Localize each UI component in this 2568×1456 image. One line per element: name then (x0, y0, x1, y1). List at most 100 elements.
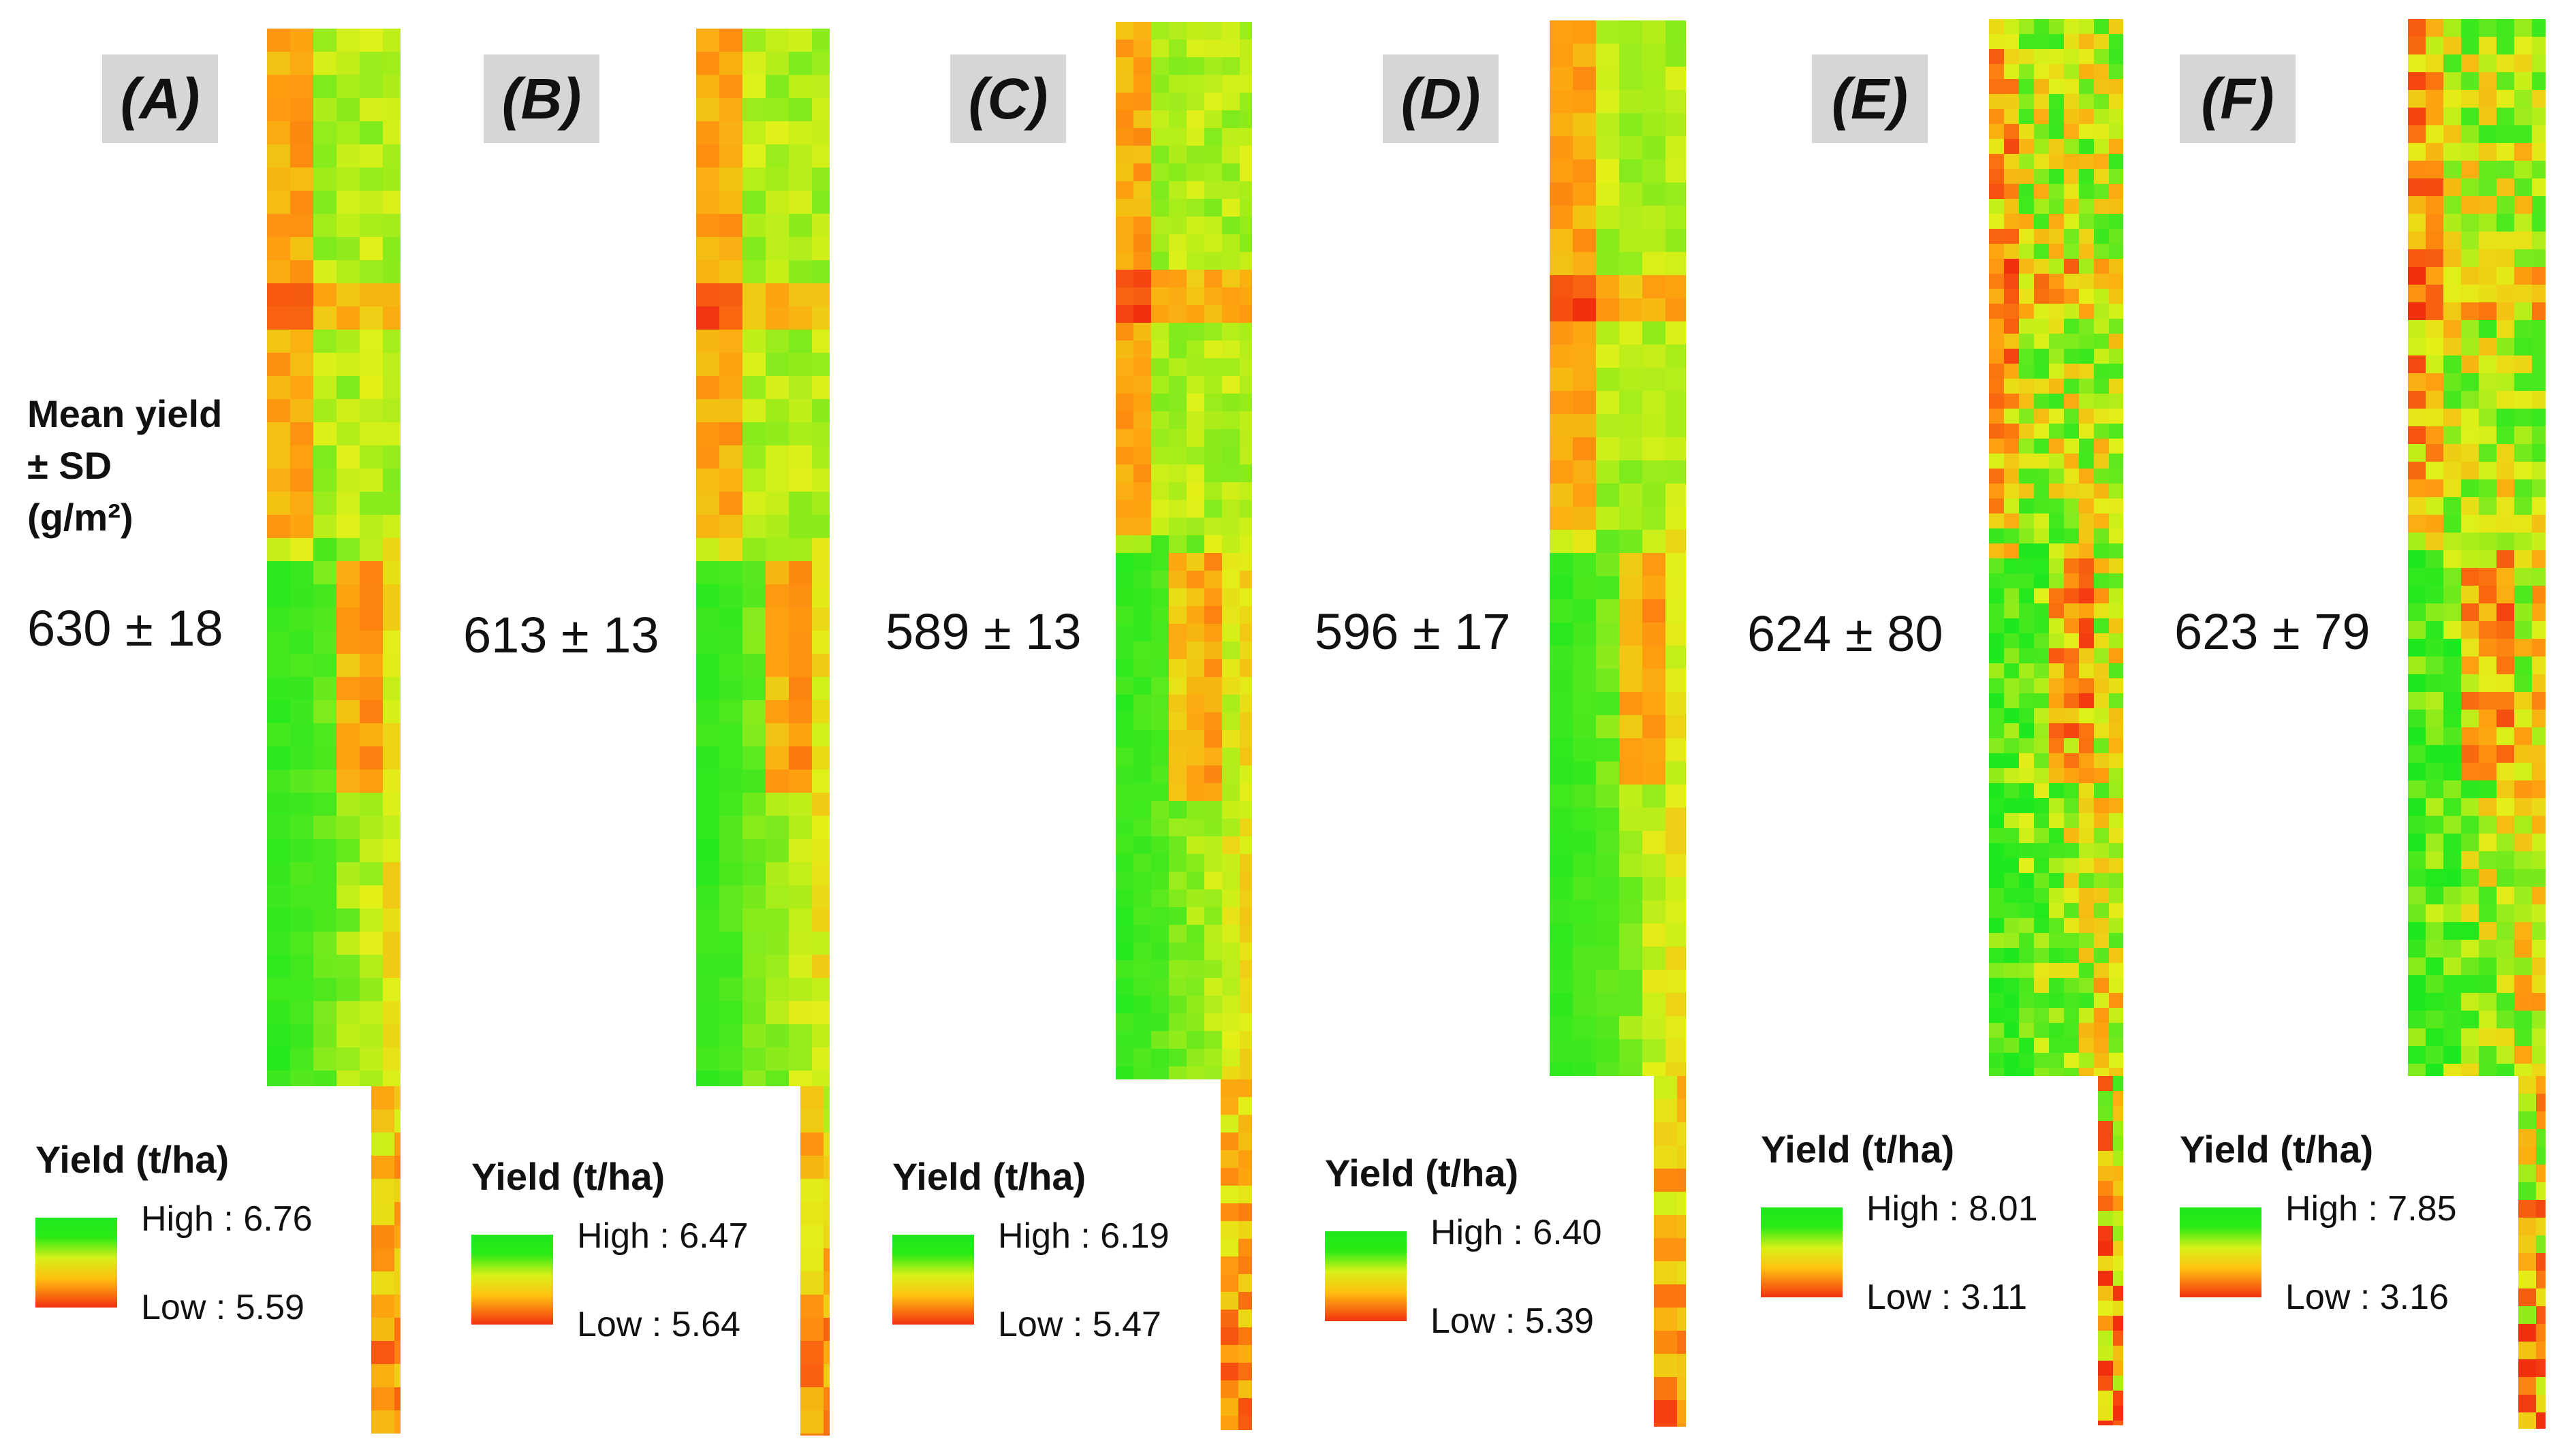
yield-map-cell (313, 1047, 337, 1071)
yield-map-cell (1573, 576, 1597, 600)
yield-map-cell (1550, 345, 1573, 368)
yield-map-cell (2049, 693, 2065, 709)
yield-map-cell (719, 144, 743, 168)
yield-map-cell (766, 492, 789, 516)
yield-map-cell (267, 191, 291, 215)
yield-map-cell (696, 168, 720, 191)
yield-map-cell (2408, 196, 2426, 215)
yield-map-cell (1240, 695, 1252, 713)
yield-map-cell (1989, 109, 2005, 125)
yield-legend: Yield (t/ha) High : 6.19 Low : 5.47 (892, 1154, 1199, 1359)
yield-map-cell (2426, 391, 2444, 409)
yield-map-cell (2019, 244, 2035, 259)
yield-map-cell (800, 1364, 824, 1388)
yield-map-cell (1133, 695, 1152, 713)
yield-map-cell (742, 885, 766, 909)
yield-map-cell (1133, 217, 1152, 235)
yield-map-cell (2049, 663, 2065, 679)
yield-map-cell (1989, 573, 2005, 589)
yield-map-cell (2064, 274, 2080, 289)
yield-map-cell (2079, 184, 2095, 200)
yield-map-cell (789, 1001, 813, 1025)
yield-map-cell (2034, 498, 2050, 514)
yield-map-cell (1133, 748, 1152, 766)
yield-map-cell (1187, 677, 1205, 695)
yield-map-cell (1619, 1016, 1643, 1040)
yield-map-cell (2049, 454, 2065, 469)
yield-map-cell (267, 723, 291, 747)
yield-map-cell (1204, 1031, 1223, 1049)
yield-map-cell (812, 168, 830, 191)
yield-map-cell (360, 52, 383, 76)
yield-map-cell (313, 839, 337, 863)
yield-map-cell (2064, 439, 2080, 454)
yield-map-cell (789, 52, 813, 76)
yield-map-cell (2019, 289, 2035, 304)
yield-map-cell (2019, 124, 2035, 140)
yield-map-cell (2426, 338, 2444, 356)
yield-map-cell (2461, 462, 2479, 480)
yield-map-cell (2049, 813, 2065, 829)
yield-map-cell (1222, 872, 1240, 890)
yield-map-cell (2064, 543, 2080, 559)
yield-map-cell (1222, 411, 1240, 430)
yield-map-cell (1665, 877, 1686, 901)
yield-map-cell (812, 52, 830, 76)
yield-map-cell (2094, 334, 2110, 349)
yield-map-cell (2514, 196, 2533, 215)
yield-map-cell (1240, 163, 1252, 182)
yield-map-cell (2532, 338, 2546, 356)
yield-map-cell (336, 399, 360, 423)
yield-map-cell (1665, 484, 1686, 507)
yield-map-cell (1151, 677, 1170, 695)
yield-map-cell (742, 144, 766, 168)
yield-map-cell (2113, 1091, 2123, 1107)
yield-map-cell (1550, 622, 1573, 646)
yield-map-cell (719, 353, 743, 377)
yield-map-cell (1187, 712, 1205, 731)
yield-map-cell (313, 700, 337, 724)
yield-map-cell (336, 723, 360, 747)
yield-map-cell (2496, 869, 2515, 887)
yield-map-cell (1169, 358, 1187, 377)
yield-map-cell (766, 376, 789, 400)
yield-map-cell (1619, 646, 1643, 669)
yield-map-cell (2079, 274, 2095, 289)
yield-map-cell (2094, 139, 2110, 155)
yield-map-cell (1989, 633, 2005, 649)
yield-map-cell (267, 978, 291, 1002)
yield-map-cell (1133, 429, 1152, 447)
yield-map-cell (1619, 20, 1643, 44)
yield-map-cell (1187, 234, 1205, 253)
yield-map-cell (1989, 558, 2005, 574)
yield-map-cell (2426, 621, 2444, 639)
yield-map-cell (1665, 923, 1686, 947)
yield-map-cell (2479, 515, 2497, 533)
panel-label: (B) (484, 54, 599, 143)
yield-map-cell (2479, 232, 2497, 250)
yield-map-cell (1550, 553, 1573, 577)
yield-map-cell (1240, 376, 1252, 394)
yield-map-cell (267, 654, 291, 678)
yield-map-cell (313, 29, 337, 52)
yield-map-cell (2004, 498, 2020, 514)
yield-map-cell (1654, 1076, 1678, 1100)
yield-map-cell (394, 1295, 401, 1318)
yield-map-cell (1204, 323, 1223, 341)
yield-map-cell (2514, 355, 2533, 374)
yield-map-cell (2034, 49, 2050, 65)
yield-map-cell (2034, 349, 2050, 364)
yield-map-cell (1187, 22, 1205, 40)
yield-map-cell (1116, 163, 1134, 182)
yield-map-cell (2532, 125, 2546, 144)
yield-map-cell (290, 631, 314, 654)
yield-map-cell (1596, 391, 1620, 415)
yield-map-cell (2496, 19, 2515, 37)
yield-map-cell (1116, 854, 1134, 872)
yield-map-cell (1240, 677, 1252, 695)
yield-map-cell (1619, 229, 1643, 253)
yield-map-cell (2479, 851, 2497, 870)
yield-map-cell (2479, 355, 2497, 374)
yield-map-cell (1642, 159, 1666, 183)
yield-map-cell (394, 1410, 401, 1434)
